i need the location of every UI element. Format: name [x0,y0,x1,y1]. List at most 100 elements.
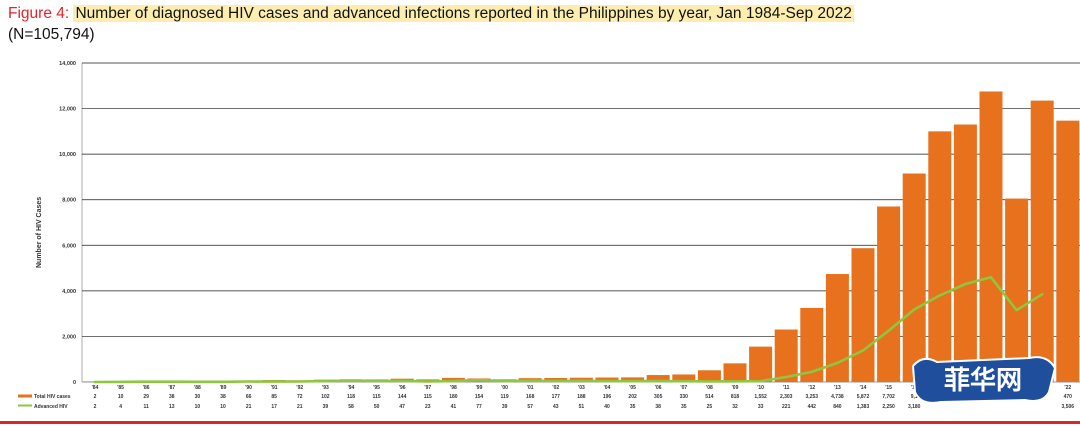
legend-key-total [18,394,32,398]
data-label-total: 196 [603,394,612,400]
data-label-total: 29 [143,394,149,400]
x-tick-label: '88 [194,385,201,391]
x-tick-label: '96 [399,385,406,391]
x-tick-label: '85 [117,385,124,391]
data-label-total: 180 [449,394,458,400]
data-label-advanced: 3,506 [1062,404,1075,410]
x-tick-label: '92 [296,385,303,391]
data-label-total: 85 [271,394,277,400]
x-tick-label: '95 [373,385,380,391]
data-label-total: 3,253 [806,394,819,400]
data-label-total: 2 [94,394,97,400]
x-tick-label: '10 [757,385,764,391]
data-label-total: 202 [628,394,637,400]
x-tick-label: '94 [348,385,355,391]
bar [902,173,926,382]
bar [877,206,901,382]
x-tick-label: '13 [834,385,841,391]
data-label-advanced: 3,180 [908,404,921,410]
data-label-advanced: 39 [502,404,508,410]
x-tick-label: '15 [885,385,892,391]
y-tick-label: 8,000 [62,198,76,204]
data-label-total: 102 [321,394,330,400]
x-tick-label: '22 [1064,385,1071,391]
x-tick-label: '84 [92,385,99,391]
data-label-advanced: 41 [451,404,457,410]
x-tick-label: '89 [220,385,227,391]
data-label-advanced: 1,383 [857,404,870,410]
y-tick-label: 2,000 [62,334,76,340]
data-label-advanced: 40 [604,404,610,410]
data-label-total: 7,702 [882,394,895,400]
data-label-advanced: 35 [681,404,687,410]
data-label-total: 330 [680,394,689,400]
data-label-advanced: 10 [220,404,226,410]
data-label-total: 177 [552,394,561,400]
bar [672,374,696,382]
data-label-advanced: 43 [553,404,559,410]
data-label-advanced: 21 [246,404,252,410]
data-label-total: 9,1 [911,394,918,400]
data-label-total: 1,552 [754,394,767,400]
data-label-total: 514 [705,394,714,400]
data-label-advanced: 2,250 [882,404,895,410]
y-tick-labels: 0 2,000 4,000 6,000 8,000 10,000 12,000 14,000 [59,61,76,386]
x-tick-label: '00 [501,385,508,391]
data-label-advanced: 58 [348,404,354,410]
data-label-advanced: 442 [808,404,817,410]
data-label-advanced: 13 [169,404,175,410]
bar [749,346,773,382]
y-tick-label: 4,000 [62,289,76,295]
x-tick-label: '09 [732,385,739,391]
data-label-total: 144 [398,394,407,400]
figure-subtitle: (N=105,794) [8,26,95,43]
x-tick-label: '97 [424,385,431,391]
x-tick-label: '11 [783,385,790,391]
x-tick-label: '14 [860,385,867,391]
data-label-advanced: 4 [119,404,122,410]
figure-label: Figure 4: [8,5,70,22]
x-tick-label: '91 [271,385,278,391]
data-label-total: 2,303 [780,394,793,400]
y-tick-label: 10,000 [59,152,76,158]
figure-title: Figure 4: Number of diagnosed HIV cases … [8,4,854,24]
data-label-advanced: 23 [425,404,431,410]
data-label-advanced: 21 [297,404,303,410]
x-tick-label: '03 [578,385,585,391]
advanced-hiv-line [93,275,1044,384]
data-label-total: 115 [424,394,432,400]
watermark-text: 菲华网 [944,365,1022,396]
bottom-accent-rule [0,421,1080,424]
x-tick-label: '87 [168,385,175,391]
data-label-advanced: 840 [833,404,842,410]
data-label-total: 818 [731,394,740,400]
data-label-advanced: 39 [323,404,329,410]
data-label-advanced: 50 [374,404,380,410]
legend-key-advanced [18,404,32,407]
y-tick-label: 12,000 [59,107,76,113]
watermark-shape [911,356,1057,404]
bar [851,248,875,382]
data-label-advanced: 2 [94,404,97,410]
x-tick-label: '02 [552,385,559,391]
bar [979,91,1003,382]
x-tick-label: '04 [604,385,611,391]
x-tick-label: '06 [655,385,662,391]
x-tick-label: '86 [143,385,150,391]
data-label-total: 305 [654,394,663,400]
data-label-total: 188 [577,394,586,400]
data-label-advanced: 57 [527,404,533,410]
y-tick-label: 6,000 [62,243,76,249]
x-tick-label: '08 [706,385,713,391]
bar [621,377,645,382]
data-label-advanced: 51 [579,404,585,410]
data-label-advanced: 35 [630,404,636,410]
data-label-total: 470 [1064,394,1073,400]
data-label-total: 5,872 [857,394,870,400]
data-label-advanced: 11 [144,404,150,410]
x-tick-label: '01 [527,385,534,391]
bar [1005,198,1029,382]
bar [1030,100,1054,382]
data-label-advanced: 17 [271,404,277,410]
bar [800,307,824,382]
